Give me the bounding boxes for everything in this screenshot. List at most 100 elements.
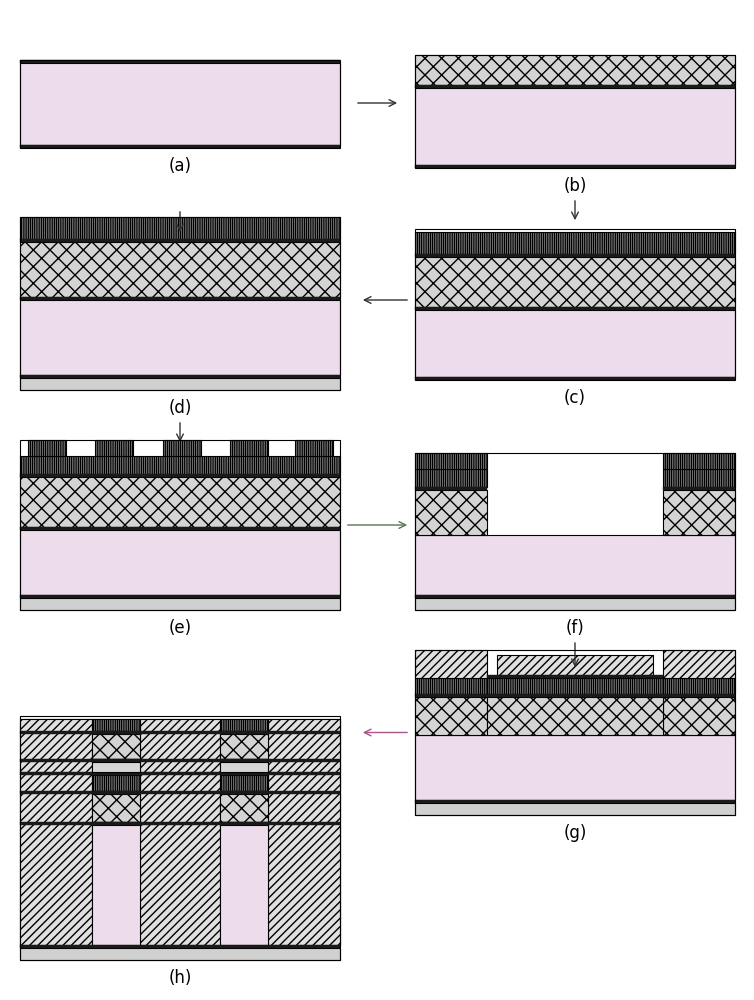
Bar (20, 719, 92, 945)
Bar (95, 440, 133, 456)
Bar (20, 217, 340, 390)
Bar (20, 791, 340, 794)
Bar (415, 85, 735, 88)
Bar (20, 794, 340, 822)
Bar (220, 734, 268, 759)
Bar (415, 697, 487, 735)
Bar (220, 772, 268, 775)
Bar (415, 490, 487, 535)
Bar (415, 650, 487, 678)
Bar (663, 469, 735, 487)
Bar (92, 719, 140, 731)
Bar (20, 375, 340, 378)
Bar (20, 734, 340, 759)
Bar (20, 456, 340, 474)
Bar (415, 254, 735, 257)
Bar (20, 217, 340, 239)
Bar (20, 297, 340, 300)
Bar (415, 453, 735, 610)
Bar (20, 598, 340, 610)
Bar (92, 762, 140, 772)
Bar (415, 257, 735, 307)
Bar (92, 825, 140, 945)
Bar (415, 453, 487, 469)
Bar (415, 598, 735, 610)
Bar (20, 60, 340, 63)
Bar (487, 694, 663, 697)
Bar (20, 527, 340, 530)
Bar (28, 440, 66, 456)
Bar (487, 678, 663, 694)
Bar (415, 307, 735, 310)
Bar (20, 300, 340, 375)
Bar (92, 772, 140, 775)
Bar (92, 759, 140, 762)
Bar (20, 60, 340, 148)
Bar (20, 759, 340, 762)
Bar (92, 791, 140, 794)
Bar (415, 469, 487, 487)
Bar (163, 440, 201, 456)
Bar (20, 822, 340, 825)
Text: (g): (g) (563, 824, 587, 842)
Bar (20, 595, 340, 598)
Bar (663, 678, 735, 694)
Text: (d): (d) (168, 399, 192, 417)
Bar (92, 734, 140, 759)
Bar (415, 55, 735, 85)
Text: (f): (f) (566, 619, 584, 637)
Bar (220, 775, 268, 791)
Bar (663, 453, 735, 469)
Bar (415, 310, 735, 377)
Bar (415, 88, 735, 165)
Bar (415, 232, 735, 254)
Bar (415, 800, 735, 803)
Bar (20, 145, 340, 148)
Bar (92, 731, 140, 734)
Bar (663, 697, 735, 735)
Bar (20, 239, 340, 242)
Bar (220, 719, 268, 731)
Bar (20, 731, 340, 734)
Bar (415, 735, 735, 800)
Bar (92, 794, 140, 822)
Bar (20, 378, 340, 390)
Bar (220, 822, 268, 825)
Bar (220, 825, 268, 945)
Bar (20, 474, 340, 477)
Bar (20, 440, 340, 610)
Bar (140, 719, 220, 945)
Bar (220, 759, 268, 762)
Bar (268, 719, 340, 945)
Bar (92, 822, 140, 825)
Text: (h): (h) (168, 969, 192, 987)
Bar (20, 63, 340, 145)
Text: (c): (c) (564, 389, 586, 407)
Bar (487, 675, 663, 678)
Bar (20, 719, 340, 731)
Bar (20, 825, 340, 945)
Bar (415, 377, 735, 380)
Bar (20, 242, 340, 297)
Bar (220, 791, 268, 794)
Bar (415, 535, 735, 595)
Bar (497, 655, 653, 675)
Bar (220, 731, 268, 734)
Bar (415, 650, 735, 815)
Bar (230, 440, 268, 456)
Bar (415, 595, 735, 598)
Bar (415, 55, 735, 168)
Bar (20, 948, 340, 960)
Bar (487, 697, 663, 735)
Bar (415, 803, 735, 815)
Bar (663, 694, 735, 697)
Bar (20, 772, 340, 775)
Bar (20, 530, 340, 595)
Bar (20, 477, 340, 527)
Bar (415, 678, 487, 694)
Text: (b): (b) (563, 177, 587, 195)
Bar (20, 716, 340, 960)
Bar (92, 775, 140, 791)
Bar (663, 487, 735, 490)
Text: (e): (e) (168, 619, 192, 637)
